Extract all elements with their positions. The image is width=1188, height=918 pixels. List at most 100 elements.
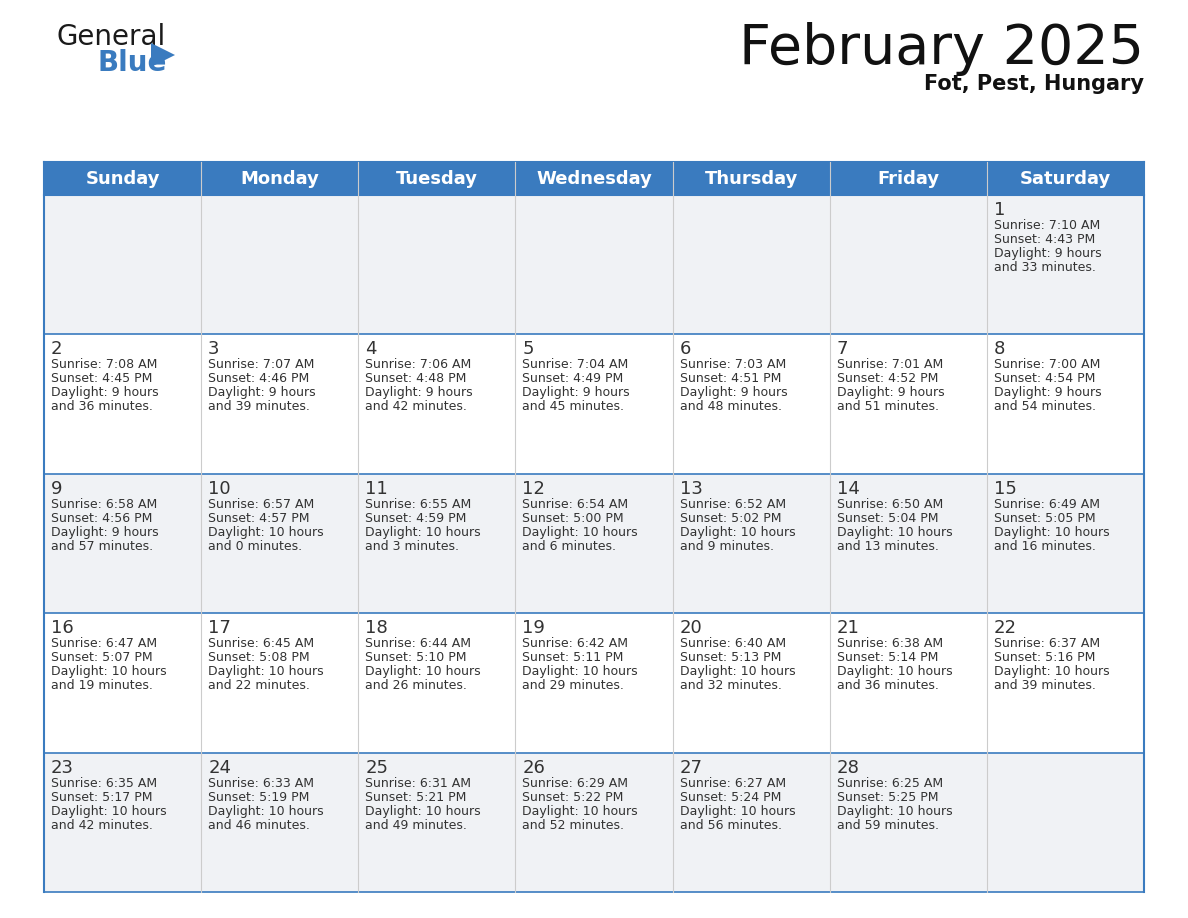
Text: Daylight: 10 hours: Daylight: 10 hours (523, 804, 638, 818)
Text: Daylight: 10 hours: Daylight: 10 hours (523, 666, 638, 678)
Text: Tuesday: Tuesday (396, 170, 478, 187)
Text: and 56 minutes.: and 56 minutes. (680, 819, 782, 832)
Text: 6: 6 (680, 341, 691, 358)
Text: Sunrise: 6:45 AM: Sunrise: 6:45 AM (208, 637, 315, 650)
Text: Daylight: 9 hours: Daylight: 9 hours (994, 386, 1101, 399)
Text: Daylight: 10 hours: Daylight: 10 hours (836, 526, 953, 539)
Text: Sunset: 5:02 PM: Sunset: 5:02 PM (680, 512, 781, 525)
Text: and 39 minutes.: and 39 minutes. (994, 679, 1095, 692)
Text: Sunrise: 6:52 AM: Sunrise: 6:52 AM (680, 498, 785, 510)
Text: Sunset: 5:14 PM: Sunset: 5:14 PM (836, 651, 939, 665)
Text: Sunrise: 7:08 AM: Sunrise: 7:08 AM (51, 358, 157, 372)
Text: Sunset: 5:13 PM: Sunset: 5:13 PM (680, 651, 781, 665)
Text: and 42 minutes.: and 42 minutes. (365, 400, 467, 413)
Text: Daylight: 9 hours: Daylight: 9 hours (994, 247, 1101, 260)
Text: and 32 minutes.: and 32 minutes. (680, 679, 782, 692)
Text: Sunrise: 7:03 AM: Sunrise: 7:03 AM (680, 358, 785, 372)
Text: Sunday: Sunday (86, 170, 160, 187)
Text: Sunrise: 6:55 AM: Sunrise: 6:55 AM (365, 498, 472, 510)
Text: Daylight: 9 hours: Daylight: 9 hours (51, 526, 159, 539)
Text: 25: 25 (365, 758, 388, 777)
Text: Sunrise: 6:29 AM: Sunrise: 6:29 AM (523, 777, 628, 789)
Text: Sunrise: 6:42 AM: Sunrise: 6:42 AM (523, 637, 628, 650)
Text: 13: 13 (680, 480, 702, 498)
Text: and 54 minutes.: and 54 minutes. (994, 400, 1095, 413)
Text: Sunrise: 6:57 AM: Sunrise: 6:57 AM (208, 498, 315, 510)
Text: 8: 8 (994, 341, 1005, 358)
Text: Daylight: 10 hours: Daylight: 10 hours (365, 526, 481, 539)
Text: 18: 18 (365, 620, 388, 637)
Text: February 2025: February 2025 (739, 22, 1144, 76)
Text: and 49 minutes.: and 49 minutes. (365, 819, 467, 832)
Text: Sunset: 4:51 PM: Sunset: 4:51 PM (680, 373, 781, 386)
Text: Sunrise: 6:33 AM: Sunrise: 6:33 AM (208, 777, 314, 789)
Text: Daylight: 9 hours: Daylight: 9 hours (523, 386, 630, 399)
Text: Sunrise: 7:06 AM: Sunrise: 7:06 AM (365, 358, 472, 372)
Text: Sunset: 4:59 PM: Sunset: 4:59 PM (365, 512, 467, 525)
Text: and 48 minutes.: and 48 minutes. (680, 400, 782, 413)
Text: 17: 17 (208, 620, 230, 637)
Text: Sunrise: 6:44 AM: Sunrise: 6:44 AM (365, 637, 472, 650)
Text: 4: 4 (365, 341, 377, 358)
Text: General: General (56, 23, 165, 51)
Text: Sunset: 4:54 PM: Sunset: 4:54 PM (994, 373, 1095, 386)
Text: and 59 minutes.: and 59 minutes. (836, 819, 939, 832)
Text: and 6 minutes.: and 6 minutes. (523, 540, 617, 553)
Text: Sunset: 4:52 PM: Sunset: 4:52 PM (836, 373, 939, 386)
Text: Daylight: 10 hours: Daylight: 10 hours (208, 804, 324, 818)
Text: Sunset: 5:17 PM: Sunset: 5:17 PM (51, 790, 152, 803)
Text: Sunset: 5:24 PM: Sunset: 5:24 PM (680, 790, 781, 803)
Text: and 52 minutes.: and 52 minutes. (523, 819, 625, 832)
Text: Daylight: 10 hours: Daylight: 10 hours (680, 526, 795, 539)
Text: and 57 minutes.: and 57 minutes. (51, 540, 153, 553)
Text: 5: 5 (523, 341, 533, 358)
Text: Sunset: 5:04 PM: Sunset: 5:04 PM (836, 512, 939, 525)
Text: 20: 20 (680, 620, 702, 637)
Text: Sunset: 5:07 PM: Sunset: 5:07 PM (51, 651, 152, 665)
Text: and 36 minutes.: and 36 minutes. (51, 400, 153, 413)
Text: Sunset: 5:11 PM: Sunset: 5:11 PM (523, 651, 624, 665)
Text: Sunset: 5:10 PM: Sunset: 5:10 PM (365, 651, 467, 665)
Text: Sunrise: 6:58 AM: Sunrise: 6:58 AM (51, 498, 157, 510)
Text: and 51 minutes.: and 51 minutes. (836, 400, 939, 413)
Text: Sunset: 5:22 PM: Sunset: 5:22 PM (523, 790, 624, 803)
Text: and 0 minutes.: and 0 minutes. (208, 540, 302, 553)
Text: and 3 minutes.: and 3 minutes. (365, 540, 460, 553)
Text: Sunset: 4:45 PM: Sunset: 4:45 PM (51, 373, 152, 386)
Text: Daylight: 10 hours: Daylight: 10 hours (365, 804, 481, 818)
Text: Thursday: Thursday (704, 170, 798, 187)
Text: 11: 11 (365, 480, 388, 498)
Text: Sunrise: 7:00 AM: Sunrise: 7:00 AM (994, 358, 1100, 372)
Text: 23: 23 (51, 758, 74, 777)
Text: and 16 minutes.: and 16 minutes. (994, 540, 1095, 553)
Text: Sunrise: 6:37 AM: Sunrise: 6:37 AM (994, 637, 1100, 650)
Text: 26: 26 (523, 758, 545, 777)
Text: Monday: Monday (240, 170, 320, 187)
Text: Sunrise: 7:01 AM: Sunrise: 7:01 AM (836, 358, 943, 372)
Text: 15: 15 (994, 480, 1017, 498)
Text: Sunrise: 6:54 AM: Sunrise: 6:54 AM (523, 498, 628, 510)
Text: Sunrise: 7:07 AM: Sunrise: 7:07 AM (208, 358, 315, 372)
Text: and 22 minutes.: and 22 minutes. (208, 679, 310, 692)
Text: Sunrise: 7:10 AM: Sunrise: 7:10 AM (994, 219, 1100, 232)
Text: Sunset: 4:48 PM: Sunset: 4:48 PM (365, 373, 467, 386)
Text: 2: 2 (51, 341, 63, 358)
Text: 21: 21 (836, 620, 860, 637)
Text: Daylight: 10 hours: Daylight: 10 hours (208, 526, 324, 539)
Bar (44, 753, 1144, 892)
Text: 12: 12 (523, 480, 545, 498)
Text: and 9 minutes.: and 9 minutes. (680, 540, 773, 553)
Text: Daylight: 10 hours: Daylight: 10 hours (51, 804, 166, 818)
Text: and 46 minutes.: and 46 minutes. (208, 819, 310, 832)
Text: Blue: Blue (97, 49, 168, 77)
Text: 16: 16 (51, 620, 74, 637)
Text: Daylight: 10 hours: Daylight: 10 hours (680, 804, 795, 818)
Text: Sunset: 5:16 PM: Sunset: 5:16 PM (994, 651, 1095, 665)
Text: 7: 7 (836, 341, 848, 358)
Text: Daylight: 10 hours: Daylight: 10 hours (51, 666, 166, 678)
Text: Saturday: Saturday (1019, 170, 1111, 187)
Text: 10: 10 (208, 480, 230, 498)
Text: Sunrise: 6:27 AM: Sunrise: 6:27 AM (680, 777, 785, 789)
Text: 27: 27 (680, 758, 702, 777)
Text: 1: 1 (994, 201, 1005, 219)
